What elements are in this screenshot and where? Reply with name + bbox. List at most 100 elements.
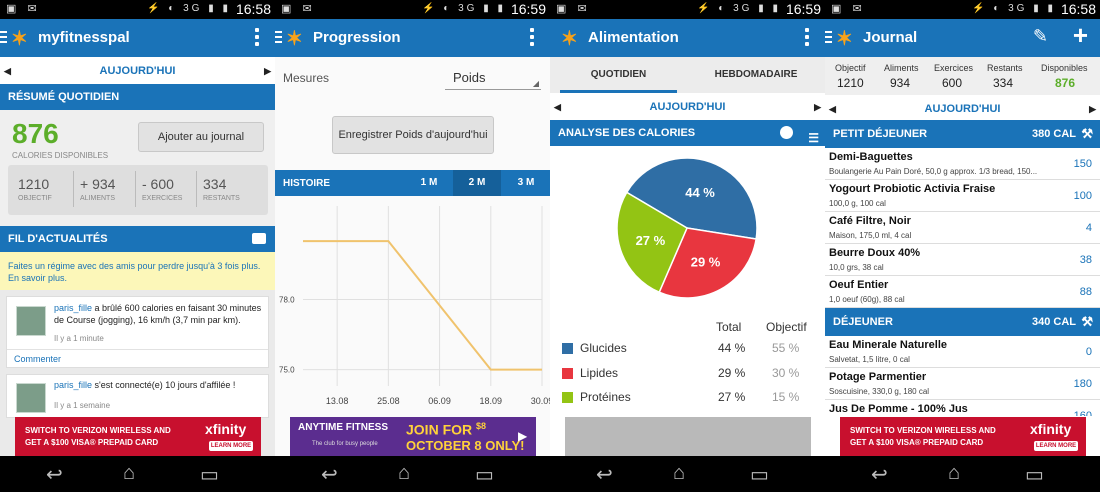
food-item[interactable]: Oeuf Entier 1,0 oeuf (60g), 88 cal 88 bbox=[825, 276, 1100, 308]
back-icon[interactable]: ↩ bbox=[596, 464, 613, 486]
summary-available-value: 876 bbox=[1055, 76, 1076, 90]
analysis-title: ANALYSE DES CALORIES bbox=[558, 127, 696, 139]
stat-remaining-label: RESTANTS bbox=[203, 195, 240, 202]
food-calories: 180 bbox=[1073, 378, 1092, 390]
lipides-total: 29 % bbox=[718, 366, 746, 380]
ad-banner[interactable]: SWITCH TO VERIZON WIRELESS AND GET A $10… bbox=[15, 417, 261, 456]
status-bar: ▣ ✉ ⚡ ◐ 3G ▮ ▮ 16:58 bbox=[825, 0, 1100, 19]
list-icon[interactable]: ☰ bbox=[808, 131, 819, 145]
stat-food-label: ALIMENTS bbox=[80, 195, 116, 202]
summary-remaining-value: 334 bbox=[993, 76, 1014, 90]
menu-icon[interactable] bbox=[825, 28, 833, 48]
prev-day-icon[interactable]: ◀ bbox=[4, 66, 11, 76]
date-label[interactable]: AUJOURD'HUI bbox=[99, 65, 176, 77]
prev-day-icon[interactable]: ◀ bbox=[554, 102, 561, 112]
ad-cta-button[interactable]: LEARN MORE bbox=[209, 441, 253, 451]
pie-chart-icon[interactable] bbox=[780, 126, 793, 139]
meal-calories: 380 CAL bbox=[1031, 128, 1076, 140]
lipides-goal: 30 % bbox=[772, 366, 800, 380]
feed-user[interactable]: paris_fille bbox=[54, 380, 93, 390]
app-logo-icon: ✶ bbox=[286, 28, 303, 50]
date-nav: ◀ AUJOURD'HUI ▶ bbox=[825, 95, 1100, 123]
ad-offer-text: JOIN FOR bbox=[406, 421, 473, 438]
back-icon[interactable]: ↩ bbox=[871, 464, 888, 486]
stat-exercise-value: - 600 bbox=[142, 176, 174, 192]
food-item[interactable]: Eau Minerale Naturelle Salvetat, 1,5 lit… bbox=[825, 336, 1100, 368]
promo-banner[interactable]: Faites un régime avec des amis pour perd… bbox=[0, 252, 275, 290]
tab-daily[interactable]: QUOTIDIEN bbox=[590, 69, 647, 80]
recents-icon[interactable]: ▭ bbox=[200, 464, 219, 486]
range-2m-tab[interactable]: 2 M bbox=[453, 170, 501, 196]
ad-banner[interactable]: SWITCH TO VERIZON WIRELESS AND GET A $10… bbox=[840, 417, 1086, 456]
food-name: Potage Parmentier bbox=[829, 371, 927, 383]
recents-icon[interactable]: ▭ bbox=[475, 464, 494, 486]
signal-icons: ⚡ ◐ 3G ▮ ▮ bbox=[422, 3, 506, 14]
glucides-label: Glucides bbox=[580, 341, 627, 355]
feed-user[interactable]: paris_fille bbox=[54, 303, 93, 313]
ad-cta-button[interactable]: LEARN MORE bbox=[1034, 441, 1078, 451]
record-weight-button[interactable]: Enregistrer Poids d'aujourd'hui bbox=[332, 116, 494, 154]
pie-slice-glucides bbox=[625, 157, 758, 240]
ad-banner[interactable]: ANYTIME FITNESS The club for busy people… bbox=[290, 417, 536, 456]
status-bar: ▣ ✉ ⚡ ◐ 3G ▮ ▮ 16:59 bbox=[275, 0, 550, 19]
ad-brand: ANYTIME FITNESS bbox=[298, 422, 389, 433]
wrench-icon[interactable]: ⚒ bbox=[1081, 126, 1093, 141]
next-day-icon[interactable]: ▶ bbox=[814, 102, 821, 112]
food-item[interactable]: Demi-Baguettes Boulangerie Au Pain Doré,… bbox=[825, 148, 1100, 180]
app-logo-icon: ✶ bbox=[11, 28, 28, 50]
home-icon[interactable]: ⌂ bbox=[123, 462, 136, 484]
back-icon[interactable]: ↩ bbox=[321, 464, 338, 486]
overflow-menu-icon[interactable] bbox=[805, 28, 809, 48]
lipides-label: Lipides bbox=[580, 366, 619, 380]
prev-day-icon[interactable]: ◀ bbox=[829, 104, 836, 114]
overflow-menu-icon[interactable] bbox=[530, 28, 534, 48]
comment-link[interactable]: Commenter bbox=[14, 354, 62, 364]
meal-header-breakfast[interactable]: PETIT DÉJEUNER 380 CAL ⚒ bbox=[825, 120, 1100, 148]
feed-message: a brûlé 600 calories en faisant 30 minut… bbox=[54, 303, 262, 325]
date-label[interactable]: AUJOURD'HUI bbox=[649, 101, 726, 113]
system-nav-bar: ↩ ⌂ ▭ bbox=[825, 456, 1100, 492]
chat-icon[interactable] bbox=[252, 233, 266, 244]
menu-icon[interactable] bbox=[0, 28, 8, 48]
range-1m-tab[interactable]: 1 M bbox=[420, 177, 438, 188]
add-icon[interactable]: + bbox=[1072, 20, 1088, 50]
avatar[interactable] bbox=[16, 383, 46, 413]
avatar[interactable] bbox=[16, 306, 46, 336]
date-label[interactable]: AUJOURD'HUI bbox=[924, 103, 1001, 115]
meal-name: DÉJEUNER bbox=[833, 316, 893, 328]
food-item[interactable]: Potage Parmentier Soscuisine, 330,0 g, 1… bbox=[825, 368, 1100, 400]
add-to-journal-button[interactable]: Ajouter au journal bbox=[138, 122, 264, 152]
edit-icon[interactable]: ✎ bbox=[1032, 26, 1048, 46]
food-name: Eau Minerale Naturelle bbox=[829, 339, 947, 351]
calories-label: CALORIES DISPONIBLES bbox=[12, 151, 109, 160]
summary-remaining-label: Restants bbox=[987, 63, 1023, 73]
overflow-menu-icon[interactable] bbox=[255, 28, 259, 48]
feed-message: s'est connecté(e) 10 jours d'affilée ! bbox=[94, 380, 236, 390]
tab-weekly[interactable]: HEBDOMADAIRE bbox=[714, 69, 798, 80]
y-tick-label: 75.0 bbox=[279, 366, 295, 375]
food-item[interactable]: Beurre Doux 40% 10,0 grs, 38 cal 38 bbox=[825, 244, 1100, 276]
home-icon[interactable]: ⌂ bbox=[398, 462, 411, 484]
food-item[interactable]: Yogourt Probiotic Activia Fraise 100,0 g… bbox=[825, 180, 1100, 212]
measure-select[interactable]: Poids ◢ bbox=[445, 64, 541, 90]
menu-icon[interactable] bbox=[275, 28, 283, 48]
food-detail: 100,0 g, 100 cal bbox=[829, 199, 886, 208]
recents-icon[interactable]: ▭ bbox=[1025, 464, 1044, 486]
back-icon[interactable]: ↩ bbox=[46, 464, 63, 486]
signal-icons: ⚡ ◐ 3G ▮ ▮ bbox=[972, 3, 1056, 14]
feed-time: Il y a 1 minute bbox=[54, 334, 104, 343]
next-day-icon[interactable]: ▶ bbox=[264, 66, 271, 76]
food-calories: 150 bbox=[1073, 158, 1092, 170]
food-item[interactable]: Jus De Pomme - 100% Jus 160 bbox=[825, 400, 1100, 416]
next-day-icon[interactable]: ▶ bbox=[1089, 104, 1096, 114]
food-calories: 100 bbox=[1073, 190, 1092, 202]
wrench-icon[interactable]: ⚒ bbox=[1081, 314, 1093, 329]
action-bar: ✶ Journal ✎ + bbox=[825, 19, 1100, 57]
food-item[interactable]: Café Filtre, Noir Maison, 175,0 ml, 4 ca… bbox=[825, 212, 1100, 244]
recents-icon[interactable]: ▭ bbox=[750, 464, 769, 486]
home-icon[interactable]: ⌂ bbox=[948, 462, 961, 484]
meal-header-lunch[interactable]: DÉJEUNER 340 CAL ⚒ bbox=[825, 308, 1100, 336]
range-3m-tab[interactable]: 3 M bbox=[517, 177, 535, 188]
x-tick-label: 18.09 bbox=[480, 396, 503, 406]
home-icon[interactable]: ⌂ bbox=[673, 462, 686, 484]
